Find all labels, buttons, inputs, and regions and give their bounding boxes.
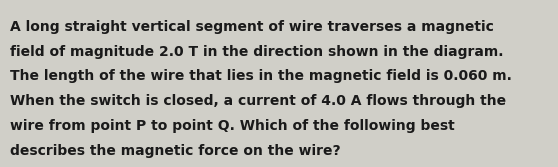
Text: A long straight vertical segment of wire traverses a magnetic: A long straight vertical segment of wire… — [10, 20, 494, 34]
Text: wire from point P to point Q. Which of the following best: wire from point P to point Q. Which of t… — [10, 119, 455, 133]
Text: When the switch is closed, a current of 4.0 A flows through the: When the switch is closed, a current of … — [10, 94, 506, 108]
Text: The length of the wire that lies in the magnetic field is 0.060 m.: The length of the wire that lies in the … — [10, 69, 512, 84]
Text: describes the magnetic force on the wire?: describes the magnetic force on the wire… — [10, 144, 341, 158]
Text: field of magnitude 2.0 T in the direction shown in the diagram.: field of magnitude 2.0 T in the directio… — [10, 45, 503, 59]
